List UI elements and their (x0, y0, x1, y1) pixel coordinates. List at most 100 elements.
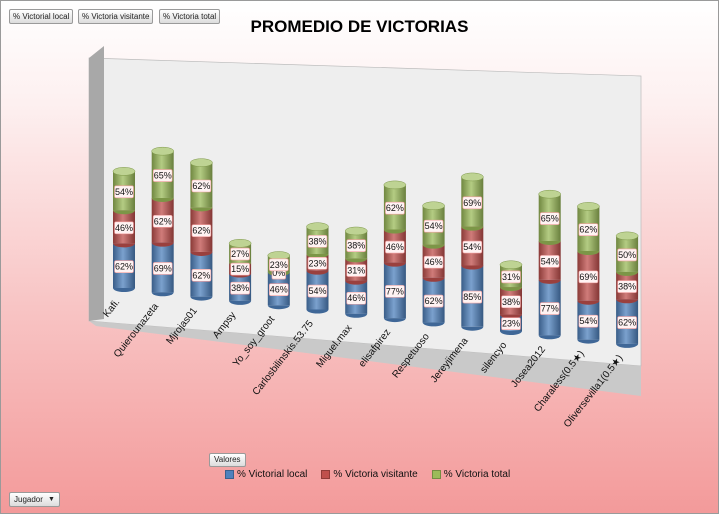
data-label-box (346, 291, 366, 305)
data-label: 54% (425, 221, 443, 231)
bar-top (577, 202, 600, 211)
filter-button-victoria-visitante[interactable]: % Victoria visitante (78, 9, 154, 24)
data-label-box (578, 270, 599, 284)
data-label-box (307, 257, 328, 270)
legend-swatch (431, 470, 441, 479)
row-field-label: Jugador (14, 495, 43, 504)
bar-segment-base (577, 339, 600, 344)
data-label-box (191, 179, 212, 193)
data-label: 0% (272, 268, 285, 278)
bar-stack: 77% 46% 62% (383, 180, 407, 323)
bar-stack: 54% 23% 38% (306, 222, 329, 314)
data-label-box (346, 239, 366, 252)
data-label: 77% (386, 286, 404, 296)
data-label-box (501, 317, 521, 331)
bar-segment-base (500, 331, 522, 335)
bar-stack: 54% 69% 62% (577, 202, 600, 344)
row-field-filter-jugador[interactable]: Jugador ▼ (9, 492, 60, 507)
data-label-box (617, 316, 637, 329)
data-label-box (501, 270, 521, 284)
chart-title: PROMEDIO DE VICTORIAS (250, 17, 469, 36)
data-label-box (578, 223, 599, 237)
data-label: 23% (308, 258, 326, 268)
filter-button-victoria-total[interactable]: % Victoria total (159, 9, 221, 24)
data-label: 54% (308, 286, 326, 296)
bar-top (267, 251, 291, 260)
data-label: 77% (541, 304, 559, 314)
data-label-box (114, 185, 134, 199)
plot-side-wall (89, 46, 104, 321)
bar-stack: 77% 54% 65% (538, 189, 561, 340)
bar-segment-base (616, 299, 639, 304)
bar-segment-base (113, 210, 135, 215)
bar-segment-base (151, 197, 174, 202)
data-label-box (423, 219, 444, 233)
data-label-box (269, 258, 289, 272)
data-label: 46% (115, 223, 133, 233)
bar-top (383, 180, 407, 190)
bar-top (228, 239, 252, 248)
data-label-box (307, 284, 328, 298)
data-label-box (191, 268, 212, 282)
bar-top (422, 201, 445, 211)
data-label: 85% (463, 292, 481, 302)
bar-segment-base (267, 305, 290, 310)
bar-segment-base (461, 326, 484, 331)
bar-segment-base (538, 335, 561, 340)
legend-swatch (225, 470, 234, 479)
data-label: 46% (425, 257, 443, 267)
bar-segment-base (306, 309, 329, 314)
bar-segment-base (538, 279, 561, 284)
data-label-box (539, 212, 560, 225)
data-label: 31% (502, 272, 520, 282)
data-label: 38% (502, 297, 520, 307)
bar-stack: 69% 62% 65% (151, 146, 174, 297)
data-label-box (114, 260, 134, 273)
bar-segment-base (461, 265, 484, 270)
bar-segment-base (616, 271, 639, 276)
bar-segment-base (500, 287, 522, 292)
legend-item-victoria-visitante[interactable]: % Victoria visitante (321, 469, 418, 480)
data-label: 69% (154, 263, 172, 273)
legend-label: % Victoria total (443, 469, 511, 480)
data-label: 62% (579, 225, 597, 235)
data-label: 62% (386, 203, 404, 213)
bar-stack: 23% 38% 31% (499, 260, 523, 335)
legend-item-victoria-local[interactable]: % Victorial local (225, 469, 307, 480)
data-label-box (578, 314, 599, 328)
data-label-box (152, 215, 173, 228)
bar-stack: 62% 38% 50% (615, 231, 639, 348)
data-label: 62% (192, 226, 210, 236)
data-label: 38% (347, 241, 365, 251)
legend-label: % Victorial local (237, 469, 308, 480)
bar-top (151, 146, 174, 156)
data-label: 38% (231, 283, 249, 293)
data-label-box (152, 169, 173, 182)
bar-segment-base (383, 318, 406, 323)
values-field-button[interactable]: Valores (209, 453, 246, 467)
bar-segment-base (190, 296, 213, 301)
bar-stack: 62% 46% 54% (112, 167, 136, 292)
data-label-box (346, 264, 366, 277)
data-label-box (423, 255, 444, 269)
filter-button-victoria-local[interactable]: % Victorial local (9, 9, 74, 24)
bar-segment-base (229, 300, 252, 305)
data-label-box (501, 295, 521, 309)
legend-item-victoria-total[interactable]: % Victoria total (431, 469, 511, 480)
chart-legend: % Victorial local % Victoria visitante %… (225, 469, 510, 480)
data-label-box (385, 201, 405, 215)
data-label: 46% (270, 285, 288, 295)
data-label: 62% (618, 318, 636, 328)
plot-floor (89, 321, 641, 396)
data-label: 62% (425, 296, 443, 306)
data-label-box (269, 283, 289, 296)
bar-segment-base (113, 243, 135, 248)
bar-top (190, 158, 213, 167)
data-label-box (462, 240, 483, 254)
bar-segment-base (190, 251, 213, 256)
bar-segment-base (151, 292, 174, 297)
bar-segment-base (113, 288, 135, 292)
bar-segment-base (422, 322, 445, 327)
data-label-box (385, 240, 405, 254)
